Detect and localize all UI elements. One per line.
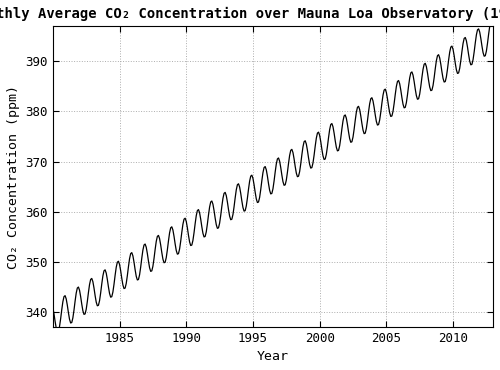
Y-axis label: CO₂ Concentration (ppm): CO₂ Concentration (ppm): [7, 84, 20, 269]
Title: Monthly Average CO₂ Concentration over Mauna Loa Observatory (1980-2012): Monthly Average CO₂ Concentration over M…: [0, 7, 500, 21]
X-axis label: Year: Year: [257, 350, 289, 363]
